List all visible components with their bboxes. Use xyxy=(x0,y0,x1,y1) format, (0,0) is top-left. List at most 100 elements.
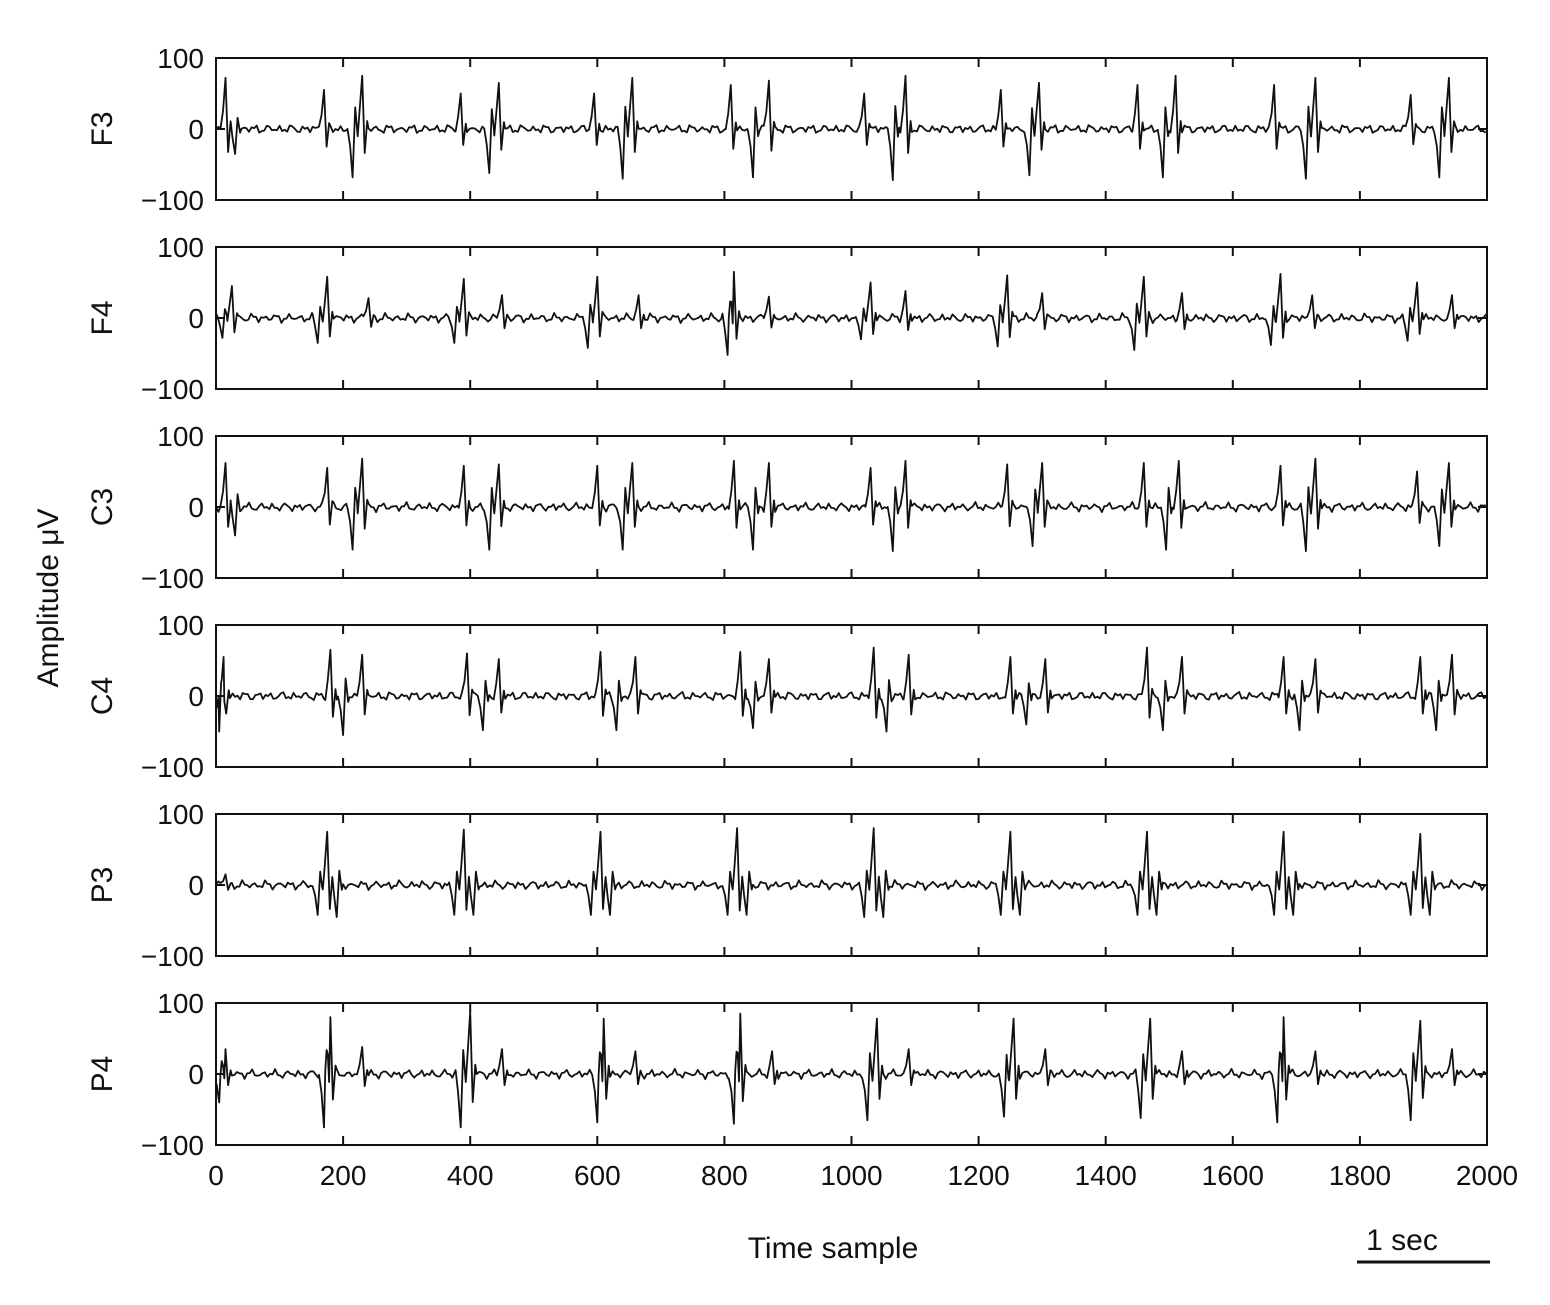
peak-point xyxy=(234,534,236,537)
peak-point xyxy=(472,914,475,916)
peak-point xyxy=(904,290,907,292)
peak-point xyxy=(736,827,738,829)
peak-point xyxy=(316,342,319,344)
peak-point xyxy=(752,548,754,551)
peak-point xyxy=(752,727,754,729)
peak-point xyxy=(1181,1050,1183,1053)
peak-point xyxy=(497,82,500,84)
peak-point xyxy=(1181,292,1183,294)
peak-point xyxy=(1044,1048,1047,1050)
y-tick-label: 100 xyxy=(157,988,204,1019)
peak-point xyxy=(634,1050,637,1053)
peak-point xyxy=(1311,294,1314,297)
peak-point xyxy=(752,176,754,179)
peak-point xyxy=(1429,914,1431,916)
peak-point xyxy=(1279,273,1282,275)
peak-point xyxy=(351,176,354,179)
x-axis-tick-labels: 0 200 400 600 800 1000 1200 1400 1600 1800 2000 xyxy=(208,1160,1518,1191)
peak-point xyxy=(1438,545,1441,547)
peak-point xyxy=(316,914,319,916)
peak-point xyxy=(497,658,500,660)
peak-point xyxy=(1038,82,1040,84)
channel-label: F4 xyxy=(86,300,119,335)
peak-point xyxy=(1314,457,1317,460)
peak-point xyxy=(1031,545,1034,547)
peak-point xyxy=(459,92,462,95)
peak-point xyxy=(1305,177,1307,180)
panel-c3: −100 0 100 C3 xyxy=(86,421,1488,594)
peak-point xyxy=(1406,339,1409,342)
channel-label: P3 xyxy=(86,867,119,904)
peak-point xyxy=(1416,281,1418,284)
peak-point xyxy=(1146,830,1148,833)
y-tick-label: −100 xyxy=(141,563,204,594)
peak-point xyxy=(497,463,500,466)
peak-point xyxy=(1006,274,1008,277)
peak-point xyxy=(1155,914,1158,916)
peak-point xyxy=(1000,914,1002,916)
y-tick-label: 100 xyxy=(157,43,204,74)
peak-point xyxy=(1028,174,1031,176)
peak-point xyxy=(1025,723,1028,726)
peak-point xyxy=(872,646,875,649)
x-tick-label: 2000 xyxy=(1456,1160,1518,1191)
peak-point xyxy=(1279,465,1282,467)
peak-point xyxy=(361,1046,363,1048)
peak-point xyxy=(1419,833,1422,835)
x-tick-label: 0 xyxy=(208,1160,224,1191)
peak-point xyxy=(621,177,624,180)
peak-point xyxy=(224,462,227,464)
peak-point xyxy=(596,276,599,278)
peak-point xyxy=(1044,658,1047,660)
peak-point xyxy=(1273,84,1275,86)
peak-point xyxy=(1003,1115,1005,1118)
peak-point xyxy=(1177,460,1180,462)
peak-point xyxy=(361,74,363,77)
y-tick-label: 100 xyxy=(157,232,204,263)
channel-label: P4 xyxy=(86,1056,119,1093)
peak-point xyxy=(463,465,465,467)
y-tick-label: 0 xyxy=(188,114,204,145)
peak-point xyxy=(860,338,862,341)
peak-point xyxy=(892,550,894,552)
y-tick-label: 100 xyxy=(157,421,204,452)
peak-point xyxy=(1409,1119,1412,1121)
peak-point xyxy=(361,654,363,656)
peak-point xyxy=(466,652,468,655)
peak-point xyxy=(1282,830,1285,833)
peak-point xyxy=(631,77,634,79)
peak-point xyxy=(1009,830,1012,833)
peak-point xyxy=(222,656,225,658)
peak-point xyxy=(326,467,329,469)
peak-point xyxy=(876,1017,878,1020)
peak-point xyxy=(326,276,329,278)
peak-point xyxy=(768,658,770,660)
peak-point xyxy=(996,345,999,348)
peak-point xyxy=(1419,1019,1422,1022)
x-tick-label: 1800 xyxy=(1329,1160,1391,1191)
peak-point xyxy=(453,342,456,344)
channel-label: C4 xyxy=(86,677,119,715)
peak-point xyxy=(907,654,910,656)
peak-point xyxy=(329,649,332,651)
peak-point xyxy=(326,830,329,833)
channel-label: F3 xyxy=(86,111,119,146)
y-tick-label: −100 xyxy=(141,941,204,972)
peak-point xyxy=(1416,470,1418,473)
channel-panels: −100 0 100 F3 −100 0 100 F4 −100 0 100 C3 −100 0 100 C4… xyxy=(86,43,1488,1161)
peak-point xyxy=(733,271,735,273)
peak-point xyxy=(1314,658,1317,660)
peak-point xyxy=(1451,1048,1453,1050)
peak-point xyxy=(1314,77,1317,79)
x-tick-label: 200 xyxy=(320,1160,367,1191)
peak-point xyxy=(501,1048,503,1050)
peak-point xyxy=(726,914,729,916)
peak-point xyxy=(231,285,233,287)
panel-c4: −100 0 100 C4 xyxy=(86,610,1488,783)
y-tick-label: 0 xyxy=(188,492,204,523)
peak-point xyxy=(1136,84,1139,86)
panel-p3: −100 0 100 P3 xyxy=(86,799,1488,972)
peak-point xyxy=(1165,548,1167,551)
peak-point xyxy=(733,460,735,462)
